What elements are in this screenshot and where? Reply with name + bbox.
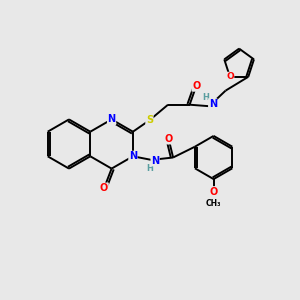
Text: O: O bbox=[164, 134, 173, 144]
Text: O: O bbox=[100, 183, 108, 193]
Text: N: N bbox=[151, 156, 159, 166]
Text: H: H bbox=[147, 164, 154, 173]
Text: H: H bbox=[202, 93, 209, 102]
Text: O: O bbox=[209, 187, 218, 197]
Text: O: O bbox=[192, 81, 200, 91]
Text: N: N bbox=[209, 99, 217, 109]
Text: CH₃: CH₃ bbox=[206, 199, 221, 208]
Text: N: N bbox=[129, 151, 137, 161]
Text: S: S bbox=[146, 115, 153, 125]
Text: N: N bbox=[107, 114, 116, 124]
Text: O: O bbox=[226, 72, 234, 81]
